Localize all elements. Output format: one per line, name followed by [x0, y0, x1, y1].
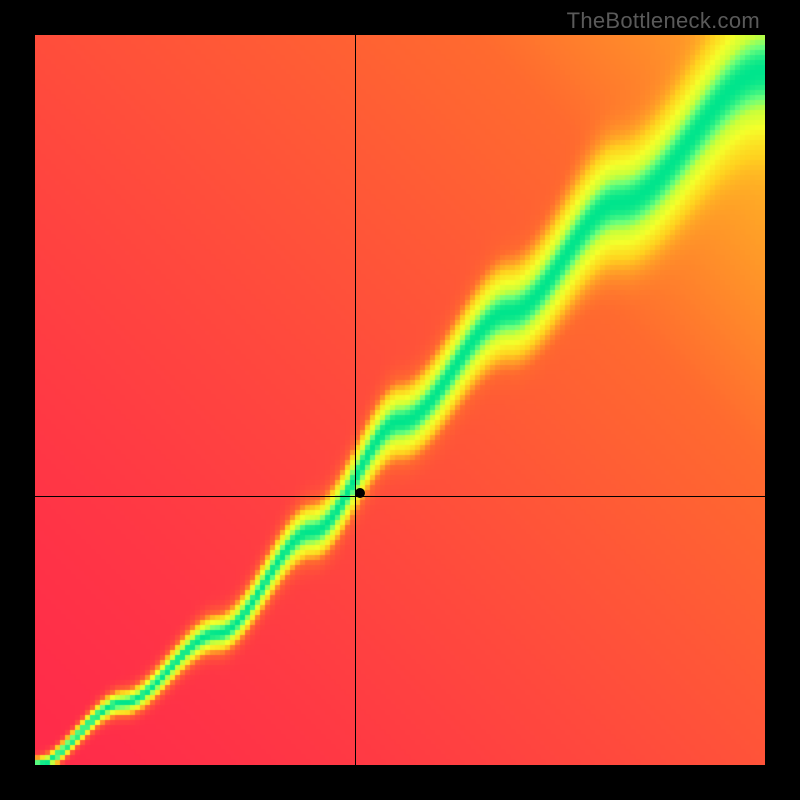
watermark-text: TheBottleneck.com [567, 8, 760, 34]
bottleneck-heatmap-canvas [35, 35, 765, 765]
crosshair-vertical [355, 35, 356, 765]
crosshair-marker-dot [355, 488, 365, 498]
crosshair-horizontal [35, 496, 765, 497]
